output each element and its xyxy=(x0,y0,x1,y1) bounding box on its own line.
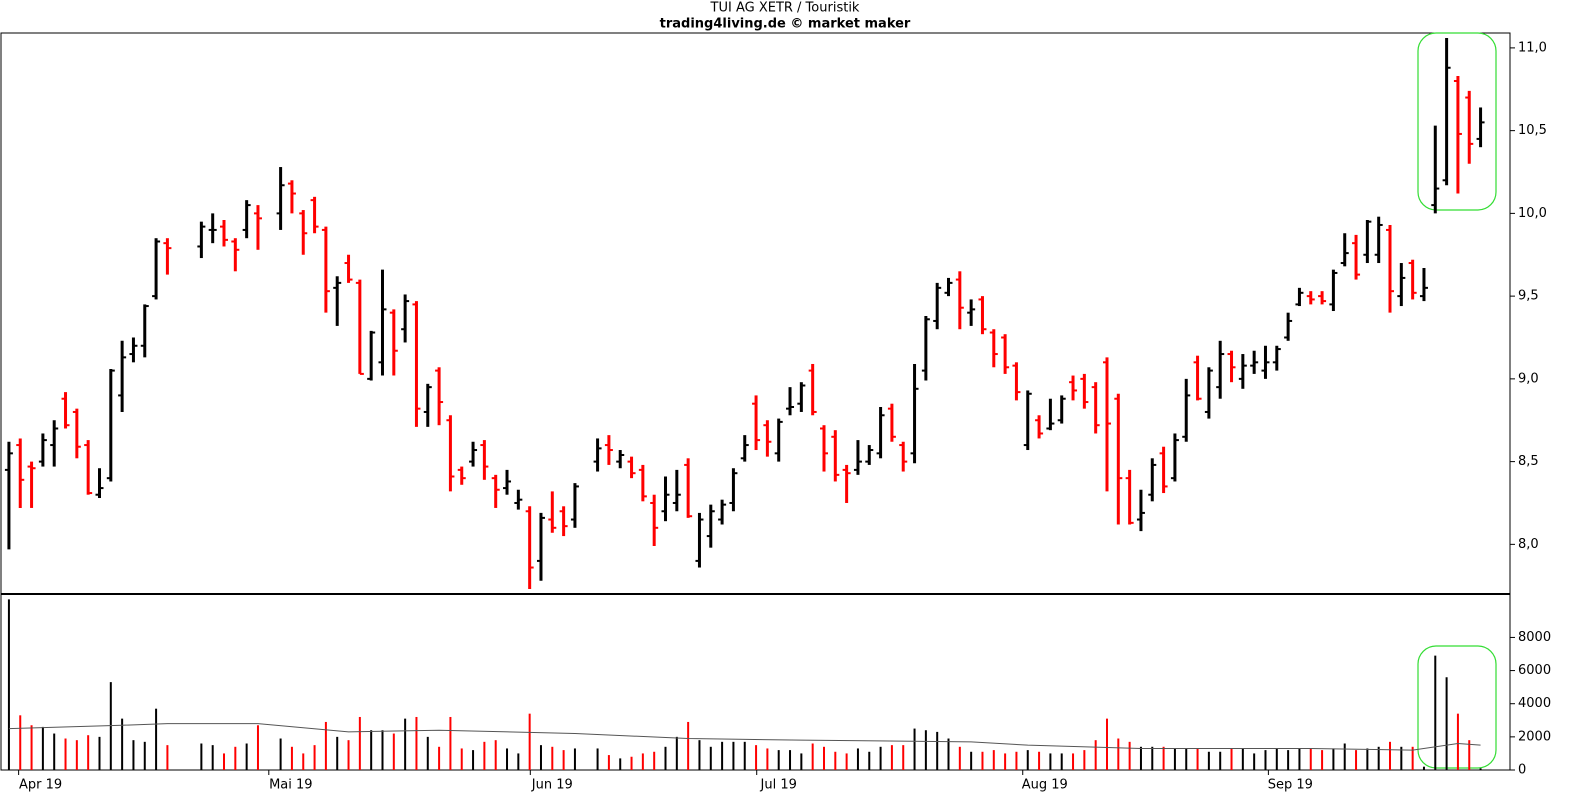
y-tick-label: 4000 xyxy=(1518,696,1551,711)
y-tick-label: 10,5 xyxy=(1518,123,1547,138)
y-tick-label: 6000 xyxy=(1518,663,1551,678)
x-tick-label: Mai 19 xyxy=(269,778,312,793)
y-tick-label: 9,0 xyxy=(1518,371,1539,386)
chart-subtitle: trading4living.de © market maker xyxy=(660,17,911,32)
x-tick-label: Sep 19 xyxy=(1268,778,1313,793)
y-tick-label: 9,5 xyxy=(1518,289,1539,304)
highlight xyxy=(1417,32,1497,211)
volume-average xyxy=(8,723,1481,751)
y-tick-label: 2000 xyxy=(1518,729,1551,744)
y-tick-label: 8,5 xyxy=(1518,454,1539,469)
y-tick-label: 0 xyxy=(1518,763,1526,778)
x-tick-label: Jul 19 xyxy=(760,778,797,793)
x-tick-label: Apr 19 xyxy=(19,778,62,793)
x-tick-label: Jun 19 xyxy=(531,778,573,793)
chart-title: TUI AG XETR / Touristik xyxy=(710,1,860,16)
y-tick-label: 8,0 xyxy=(1518,537,1539,552)
y-tick-label: 8000 xyxy=(1518,630,1551,645)
y-tick-label: 10,0 xyxy=(1518,206,1547,221)
y-tick-label: 11,0 xyxy=(1518,40,1547,55)
x-tick-label: Aug 19 xyxy=(1022,778,1068,793)
